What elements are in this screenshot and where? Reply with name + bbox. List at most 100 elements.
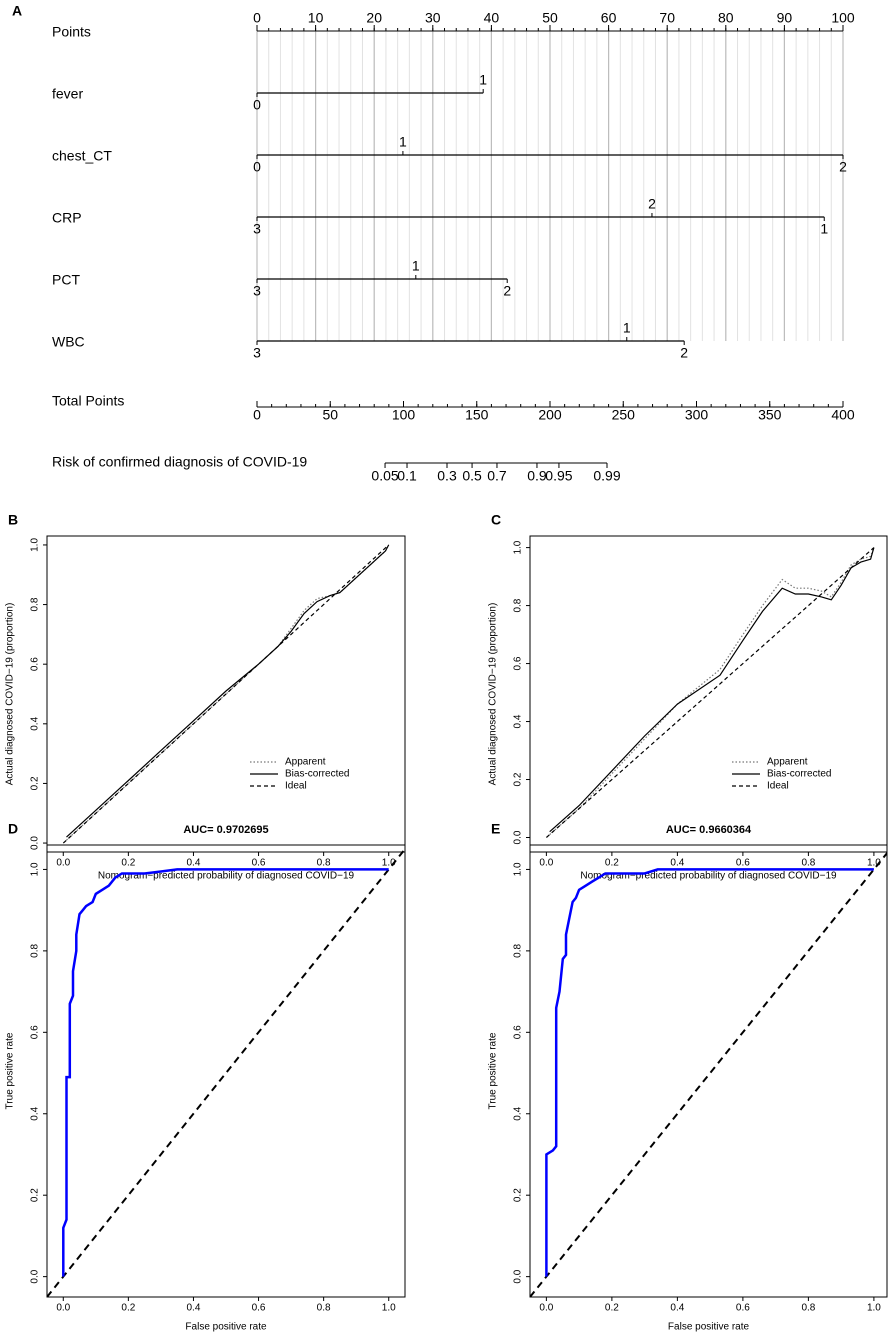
panel: E AUC= 0.9660364 0.0 0.2 0.4 0.6 0.8 1.0 0.0 0.2 0… [488, 821, 888, 1333]
level-label: 3 [253, 345, 261, 361]
x-tick-label: 0.6 [252, 1303, 266, 1314]
tick-label: 0.1 [397, 468, 417, 484]
level-label: 1 [399, 134, 407, 150]
x-tick-label: 1.0 [867, 858, 881, 869]
y-axis-label: True positive rate [488, 1032, 499, 1109]
legend-label: Apparent [285, 757, 326, 768]
tick-label: 200 [538, 407, 562, 423]
plot-frame [529, 844, 888, 1298]
series-line [549, 547, 875, 836]
x-tick-label: 0.0 [56, 858, 70, 869]
variable-name: chest_CT [52, 148, 112, 164]
panel: B 0.0 0.2 0.4 0.6 0.8 1.0 0.0 0.2 0.4 0.6 0.8 1.0 Nom… [5, 512, 406, 882]
tick-label: 0.05 [371, 468, 398, 484]
x-axis-label: False positive rate [668, 1322, 750, 1333]
x-tick-label: 0.4 [670, 858, 684, 869]
chart-title: AUC= 0.9660364 [666, 824, 752, 836]
x-tick-label: 0.4 [670, 1303, 684, 1314]
panel-label: E [491, 821, 500, 837]
x-axis-label: False positive rate [185, 1322, 267, 1333]
x-tick-label: 0.8 [801, 858, 815, 869]
x-tick-label: 0.2 [605, 858, 619, 869]
tick-label: 60 [601, 10, 617, 26]
x-tick-label: 0.4 [187, 858, 201, 869]
legend-label: Apparent [767, 757, 808, 768]
plot-frame [46, 535, 406, 853]
y-tick-label: 0.0 [513, 830, 524, 844]
x-tick-label: 1.0 [382, 1303, 396, 1314]
legend-label: Bias-corrected [767, 769, 831, 780]
y-tick-label: 0.8 [513, 598, 524, 612]
tick-label: 40 [484, 10, 500, 26]
level-label: 1 [820, 221, 828, 237]
x-tick-label: 0.6 [736, 1303, 750, 1314]
level-label: 0 [253, 159, 261, 175]
y-tick-label: 0.4 [513, 1106, 524, 1120]
tick-label: 80 [718, 10, 734, 26]
tick-label: 350 [758, 407, 782, 423]
reference-line [530, 852, 887, 1297]
y-tick-label: 1.0 [513, 540, 524, 554]
tick-label: 0.7 [487, 468, 507, 484]
x-tick-label: 0.0 [56, 1303, 70, 1314]
panel-label: C [491, 512, 501, 528]
axis-label: Points [52, 24, 91, 40]
y-tick-label: 0.0 [513, 1269, 524, 1283]
tick-label: 150 [465, 407, 489, 423]
panel-label: D [8, 821, 18, 837]
variable-name: WBC [52, 334, 85, 350]
legend-label: Ideal [767, 781, 789, 792]
tick-label: 30 [425, 10, 441, 26]
tick-label: 10 [308, 10, 324, 26]
series-line [545, 868, 874, 1277]
y-tick-label: 0.8 [30, 597, 41, 611]
level-label: 3 [253, 221, 261, 237]
panel-label: A [12, 3, 22, 19]
level-label: 1 [623, 320, 631, 336]
axis-label: Total Points [52, 393, 124, 409]
tick-label: 400 [831, 407, 855, 423]
level-label: 2 [839, 159, 847, 175]
variable-name: fever [52, 86, 83, 102]
y-tick-label: 0.0 [30, 836, 41, 850]
x-tick-label: 0.2 [605, 1303, 619, 1314]
y-tick-label: 1.0 [30, 862, 41, 876]
y-tick-label: 0.4 [30, 716, 41, 730]
y-tick-label: 0.6 [513, 656, 524, 670]
y-axis-label: True positive rate [5, 1032, 16, 1109]
variable-name: CRP [52, 210, 82, 226]
y-tick-label: 0.4 [513, 714, 524, 728]
tick-label: 0.5 [462, 468, 482, 484]
level-label: 2 [648, 196, 656, 212]
tick-label: 0.95 [545, 468, 572, 484]
tick-label: 100 [831, 10, 855, 26]
tick-label: 70 [659, 10, 675, 26]
axis-label: Risk of confirmed diagnosis of COVID-19 [52, 454, 307, 470]
y-tick-label: 1.0 [30, 538, 41, 552]
x-tick-label: 0.2 [121, 858, 135, 869]
tick-label: 0.9 [527, 468, 547, 484]
x-axis-label: Nomogram−predicted probability of diagno… [98, 871, 355, 882]
series-line [62, 544, 390, 844]
x-tick-label: 1.0 [382, 858, 396, 869]
x-tick-label: 0.8 [801, 1303, 815, 1314]
tick-label: 50 [322, 407, 338, 423]
y-tick-label: 0.8 [30, 943, 41, 957]
legend-label: Bias-corrected [285, 769, 349, 780]
level-label: 2 [503, 283, 511, 299]
tick-label: 100 [392, 407, 416, 423]
series-line [66, 544, 390, 838]
tick-label: 0.3 [437, 468, 457, 484]
x-tick-label: 0.4 [187, 1303, 201, 1314]
tick-label: 0 [253, 10, 261, 26]
level-label: 1 [412, 258, 420, 274]
panel-label: B [8, 512, 18, 528]
level-label: 1 [479, 72, 487, 88]
y-tick-label: 0.2 [513, 772, 524, 786]
tick-label: 90 [777, 10, 793, 26]
y-tick-label: 0.0 [30, 1269, 41, 1283]
x-tick-label: 1.0 [867, 1303, 881, 1314]
